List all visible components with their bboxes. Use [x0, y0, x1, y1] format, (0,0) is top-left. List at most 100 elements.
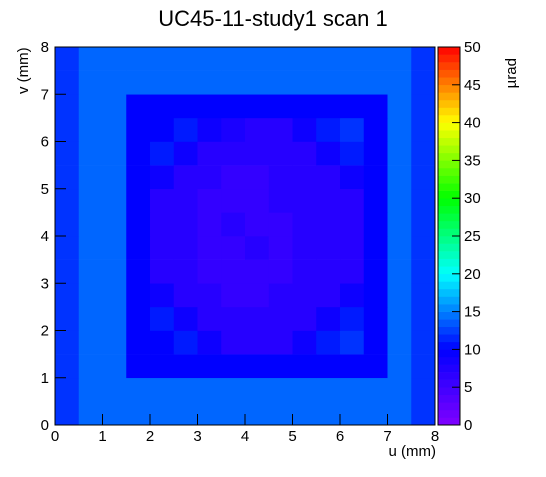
heat-cell	[78, 377, 103, 402]
heat-cell	[55, 141, 80, 166]
heat-cell	[150, 306, 175, 331]
colorbar-tick-label: 5	[464, 379, 472, 396]
heat-cell	[411, 212, 436, 237]
heat-cell	[411, 330, 436, 355]
heat-cell	[221, 117, 246, 142]
x-tick-label: 6	[336, 428, 344, 445]
colorbar-band	[438, 122, 460, 131]
heat-cell	[268, 259, 293, 284]
colorbar-band	[438, 326, 460, 335]
heat-cell	[173, 377, 198, 402]
colorbar-band	[438, 84, 460, 93]
heat-cell	[268, 330, 293, 355]
colorbar-band	[438, 341, 460, 350]
x-tick-label: 8	[431, 428, 439, 445]
heat-cell	[78, 236, 103, 260]
x-tick-label: 4	[241, 428, 249, 445]
y-tick-label: 0	[41, 417, 49, 434]
heat-cell	[340, 212, 365, 237]
x-tick-label: 2	[146, 428, 154, 445]
heat-cell	[78, 165, 103, 190]
heat-cell	[363, 306, 388, 331]
heat-cell	[150, 117, 175, 142]
colorbar-band	[438, 77, 460, 86]
heat-cell	[197, 259, 222, 284]
chart-title: UC45-11-study1 scan 1	[158, 6, 388, 31]
heat-cell	[102, 165, 127, 190]
heat-cell	[363, 47, 388, 71]
heat-cell	[197, 306, 222, 331]
colorbar-tick-label: 10	[464, 341, 481, 358]
y-tick-label: 6	[41, 134, 49, 151]
heat-cell	[316, 236, 341, 260]
heat-cell	[221, 188, 246, 213]
colorbar-band	[438, 220, 460, 229]
heat-cell	[221, 236, 246, 260]
heat-cell	[78, 330, 103, 355]
colorbar-tick-label: 15	[464, 304, 481, 321]
heat-cell	[268, 354, 293, 379]
x-tick-label: 0	[51, 428, 59, 445]
colorbar-band	[438, 152, 460, 161]
heat-cell	[55, 165, 80, 190]
heat-cell	[173, 236, 198, 260]
colorbar-band	[438, 304, 460, 312]
heat-cell	[78, 117, 103, 142]
heat-cell	[292, 401, 317, 426]
heat-cell	[411, 117, 436, 142]
heat-cell	[197, 212, 222, 237]
heat-cell	[292, 259, 317, 284]
heat-cell	[221, 283, 246, 308]
heat-cell	[387, 94, 412, 119]
heat-cell	[292, 141, 317, 166]
colorbar-band	[438, 273, 460, 282]
heat-cell	[126, 117, 151, 142]
heat-cell	[363, 330, 388, 355]
heat-cell	[173, 212, 198, 237]
heat-cell	[340, 141, 365, 166]
heat-cell	[102, 401, 127, 426]
colorbar-band	[438, 288, 460, 297]
heat-cell	[102, 259, 127, 284]
heat-cell	[102, 354, 127, 379]
heat-cell	[221, 354, 246, 379]
heat-cell	[221, 70, 246, 95]
colorbar-band	[438, 417, 460, 426]
heat-cell	[55, 259, 80, 284]
colorbar-tick-label: 35	[464, 152, 481, 169]
colorbar-band	[438, 47, 460, 55]
heat-cell	[173, 165, 198, 190]
heat-cell	[268, 377, 293, 402]
heat-cell	[245, 330, 270, 355]
heat-cell	[173, 283, 198, 308]
x-tick-label: 5	[288, 428, 296, 445]
heat-cell	[316, 306, 341, 331]
heat-cell	[197, 117, 222, 142]
heat-cell	[387, 188, 412, 213]
heat-cell	[316, 47, 341, 71]
heat-cell	[126, 283, 151, 308]
y-tick-label: 3	[41, 275, 49, 292]
heat-cell	[126, 141, 151, 166]
heat-cell	[78, 212, 103, 237]
heat-cell	[292, 283, 317, 308]
heat-cell	[316, 401, 341, 426]
colorbar-band	[438, 409, 460, 418]
heat-cell	[268, 94, 293, 119]
heat-cell	[245, 70, 270, 95]
heat-cell	[78, 283, 103, 308]
y-tick-label: 4	[41, 228, 49, 245]
colorbar-tick-label: 30	[464, 190, 481, 207]
heat-cell	[387, 47, 412, 71]
heat-cell	[150, 47, 175, 71]
heat-cell	[268, 236, 293, 260]
heat-cell	[316, 212, 341, 237]
heat-cell	[316, 117, 341, 142]
heat-cell	[363, 236, 388, 260]
heat-cell	[411, 70, 436, 95]
heat-cell	[150, 212, 175, 237]
heat-cell	[245, 236, 270, 260]
heat-cell	[316, 165, 341, 190]
heat-cell	[340, 165, 365, 190]
